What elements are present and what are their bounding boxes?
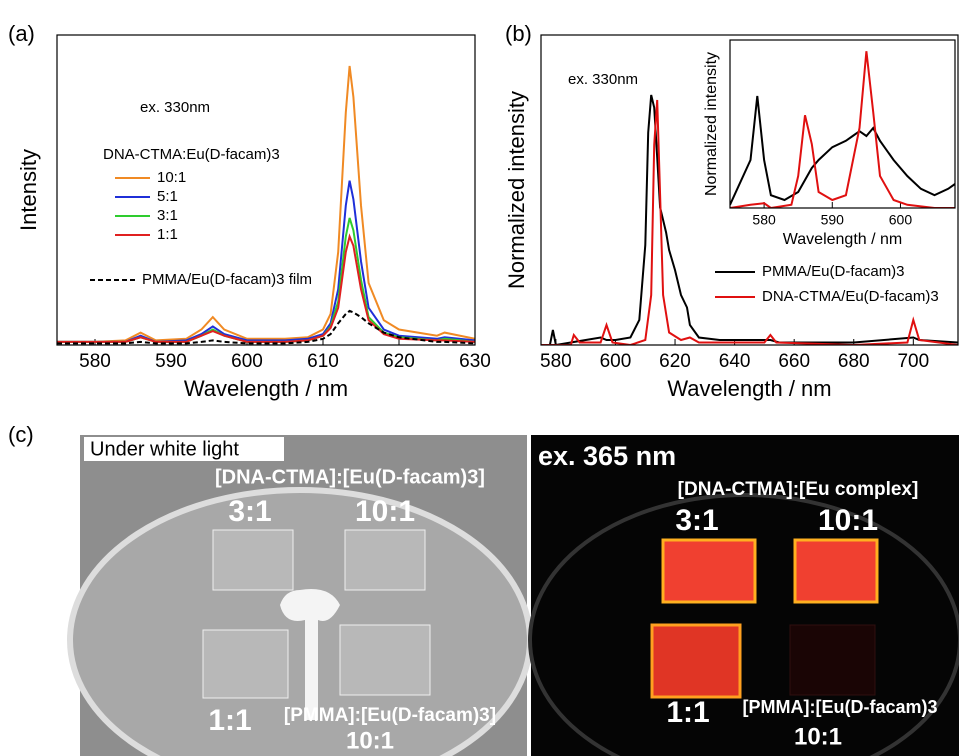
x-tick-label: 700 — [897, 351, 929, 372]
photo-heading: [DNA-CTMA]:[Eu complex] — [678, 479, 919, 500]
series-line — [57, 237, 475, 342]
figure: Under white light [DNA-CTMA]:[Eu(D-facam… — [0, 0, 959, 756]
annotation: ex. 330nm — [140, 99, 210, 116]
x-tick-label: 590 — [155, 351, 187, 372]
sample-label: 10:1 — [818, 504, 878, 537]
x-axis-label: Wavelength / nm — [667, 376, 831, 401]
legend-label: PMMA/Eu(D-facam)3 film — [142, 271, 312, 288]
sample-label: 1:1 — [208, 704, 251, 737]
sample-label: 10:1 — [794, 723, 842, 750]
annotation: ex. 330nm — [568, 71, 638, 88]
plot-lines — [57, 66, 475, 343]
y-axis-label: Normalized intensity — [703, 52, 720, 196]
x-tick-label: 620 — [659, 351, 691, 372]
sample-label: 3:1 — [228, 495, 271, 528]
x-tick-label: 590 — [821, 211, 845, 227]
film — [340, 625, 430, 695]
x-tick-label: 660 — [778, 351, 810, 372]
x-tick-label: 630 — [459, 351, 491, 372]
y-axis-label: Normalized intensity — [504, 91, 529, 289]
x-tick-label: 580 — [540, 351, 572, 372]
film — [345, 530, 425, 590]
legend-label: 5:1 — [157, 188, 178, 205]
photo-left: Under white light [DNA-CTMA]:[Eu(D-facam… — [70, 435, 530, 756]
page: {"chart_data":[ {"type":"line","panel_la… — [0, 0, 959, 756]
panel-label: (c) — [8, 422, 34, 447]
x-axis-label: Wavelength / nm — [783, 231, 902, 248]
sample-label: 10:1 — [355, 495, 415, 528]
sample-label: 1:1 — [666, 696, 709, 729]
film — [790, 625, 875, 695]
sample-label: 10:1 — [346, 727, 394, 754]
legend-label: 3:1 — [157, 207, 178, 224]
photo-heading: [DNA-CTMA]:[Eu(D-facam)3] — [215, 466, 485, 488]
film — [203, 630, 288, 698]
series-line — [57, 66, 475, 342]
x-axis-label: Wavelength / nm — [184, 376, 348, 401]
film — [663, 540, 755, 602]
x-tick-label: 600 — [231, 351, 263, 372]
legend-label: 1:1 — [157, 226, 178, 243]
x-tick-label: 580 — [79, 351, 111, 372]
x-tick-label: 640 — [719, 351, 751, 372]
legend-label: DNA-CTMA/Eu(D-facam)3 — [762, 288, 939, 305]
inset-bg — [730, 40, 955, 208]
legend-title: DNA-CTMA:Eu(D-facam)3 — [103, 146, 280, 163]
photo-heading: [PMMA]:[Eu(D-facam)3] — [284, 705, 496, 726]
photo-caption: ex. 365 nm — [538, 441, 676, 471]
series-line — [57, 181, 475, 342]
film — [795, 540, 877, 602]
plot-frame — [57, 35, 475, 345]
photo-right: ex. 365 nm [DNA-CTMA]:[Eu complex] 3:1 1… — [530, 435, 959, 756]
film — [213, 530, 293, 590]
panel-label: (b) — [505, 21, 532, 46]
legend-label: PMMA/Eu(D-facam)3 — [762, 263, 905, 280]
photo-heading: [PMMA]:[Eu(D-facam)3 — [743, 697, 938, 717]
x-tick-label: 600 — [889, 211, 913, 227]
film — [652, 625, 740, 697]
x-tick-label: 580 — [752, 211, 776, 227]
panel-label: (a) — [8, 21, 35, 46]
y-axis-label: Intensity — [16, 149, 41, 231]
sample-label: 3:1 — [675, 504, 718, 537]
x-tick-label: 620 — [383, 351, 415, 372]
legend-label: 10:1 — [157, 169, 186, 186]
x-tick-label: 610 — [307, 351, 339, 372]
x-tick-label: 680 — [838, 351, 870, 372]
photo-caption: Under white light — [90, 438, 239, 460]
x-tick-label: 600 — [600, 351, 632, 372]
